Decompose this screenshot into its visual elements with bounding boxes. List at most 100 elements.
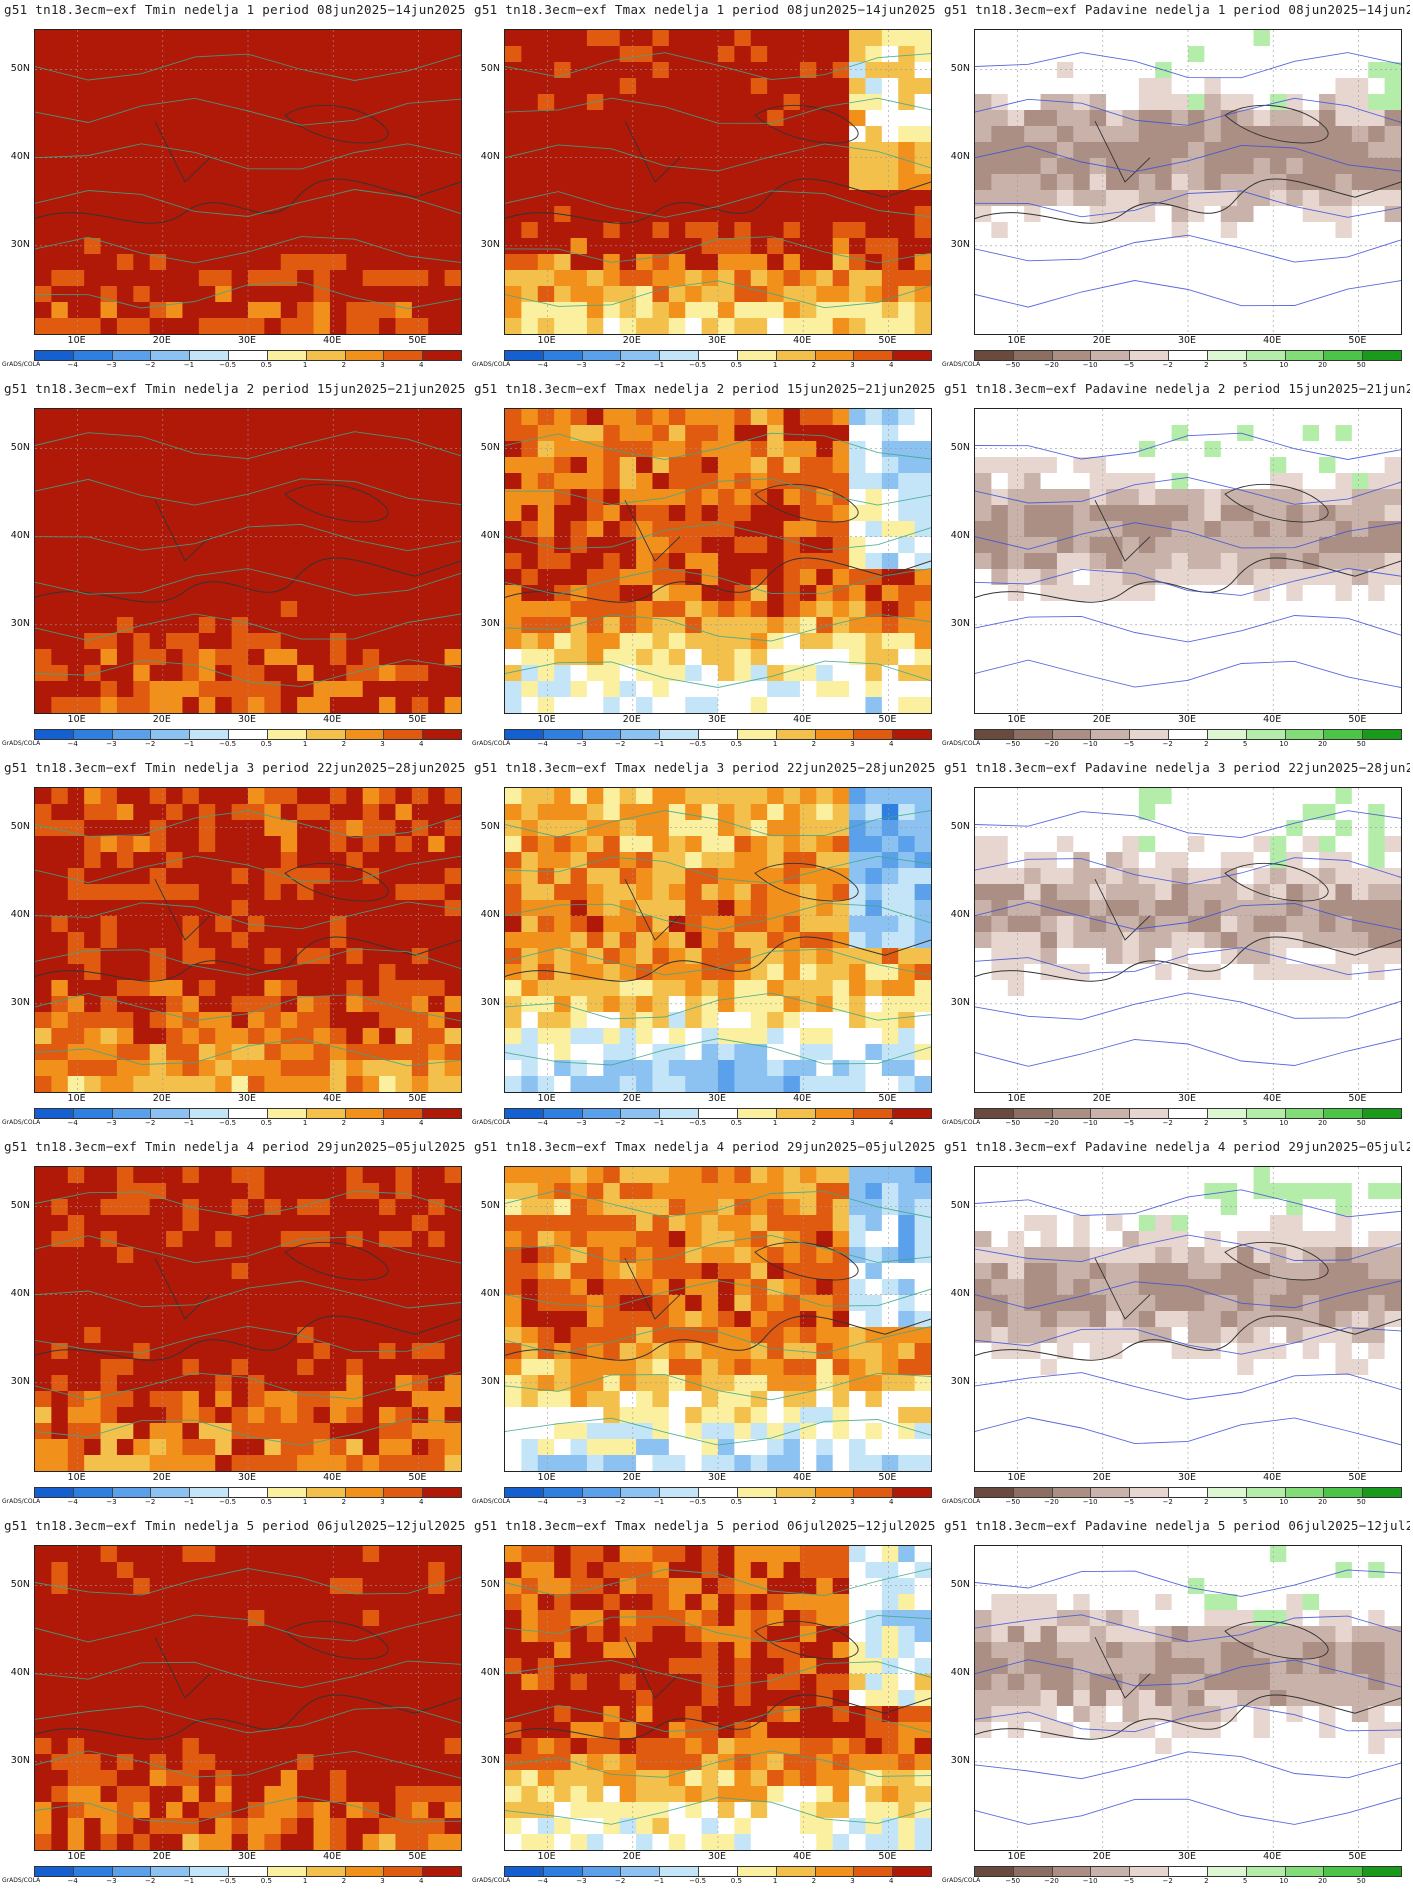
colorbar-swatch: [776, 1109, 816, 1118]
colorbar-swatch: [699, 1109, 738, 1118]
latitude-label: 50N: [480, 62, 500, 74]
map-plot-area: [974, 1545, 1402, 1851]
colorbar-label: −1: [183, 1119, 195, 1127]
colorbar-swatch: [1363, 1109, 1401, 1118]
colorbar-swatch: [1091, 1867, 1131, 1876]
longitude-label: 40E: [323, 1472, 342, 1483]
colorbar-label: 5: [1242, 1877, 1248, 1885]
longitude-label: 20E: [152, 1472, 171, 1483]
colorbar-swatch: [815, 1109, 855, 1118]
colorbar-label: 2: [1204, 1498, 1209, 1506]
longitude-label: 30E: [1177, 1472, 1197, 1483]
colorbar-label: 50: [1356, 740, 1366, 748]
colorbar-swatch: [229, 1867, 268, 1876]
latitude-label: 30N: [950, 1375, 970, 1387]
colorbar-labels: −50 −20 −10 −5 −2 2 5 10 20 50: [974, 1877, 1400, 1889]
map-plot-area: [34, 787, 462, 1093]
latitude-label: 30N: [480, 238, 500, 250]
colorbar-swatch: [1091, 730, 1131, 739]
anomaly-field: [975, 1167, 1401, 1471]
colorbar-swatch: [1285, 1867, 1325, 1876]
longitude-label: 20E: [1092, 335, 1111, 346]
colorbar-swatch: [621, 1109, 661, 1118]
colorbar-swatch: [384, 351, 424, 360]
latitude-label: 30N: [10, 1375, 30, 1387]
latitude-label: 30N: [950, 996, 970, 1008]
colorbar-label: −2: [145, 1119, 156, 1127]
longitude-label: 50E: [408, 1851, 427, 1862]
colorbar-swatch: [1363, 1488, 1401, 1497]
panel-title: g51 tn18.3ecm−exf Padavine nedelja 1 per…: [944, 2, 1410, 17]
colorbar-label: 50: [1356, 361, 1366, 369]
colorbar-label: −2: [1162, 1877, 1173, 1885]
longitude-label: 30E: [237, 1472, 257, 1483]
grads-brand-label: GrADS/COLA: [942, 1877, 981, 1884]
longitude-label: 30E: [1177, 335, 1197, 346]
colorbar-swatch: [737, 730, 777, 739]
colorbar-swatch: [1324, 351, 1364, 360]
colorbar-label: 4: [889, 740, 894, 748]
colorbar-swatch: [1207, 1488, 1247, 1497]
longitude-label: 30E: [707, 714, 727, 725]
map-panel-tmax-week-2: g51 tn18.3ecm−exf Tmax nedelja 2 period …: [470, 379, 940, 758]
colorbar-swatch: [776, 351, 816, 360]
longitude-label: 40E: [793, 714, 812, 725]
colorbar-swatch: [660, 1109, 700, 1118]
latitude-label: 40N: [950, 908, 970, 920]
panel-title: g51 tn18.3ecm−exf Tmin nedelja 5 period …: [4, 1518, 466, 1533]
colorbar-swatch: [1013, 1488, 1053, 1497]
colorbar-swatch: [306, 351, 346, 360]
colorbar-swatch: [854, 1867, 894, 1876]
latitude-label: 40N: [480, 1666, 500, 1678]
latitude-label: 50N: [950, 62, 970, 74]
colorbar-label: −4: [67, 1119, 78, 1127]
colorbar-label: −4: [67, 1877, 78, 1885]
longitude-label: 30E: [707, 335, 727, 346]
colorbar-swatch: [1169, 1109, 1208, 1118]
latitude-label: 50N: [480, 441, 500, 453]
longitude-label: 40E: [793, 1472, 812, 1483]
colorbar-label: −50: [1005, 1498, 1021, 1506]
colorbar-swatch: [505, 1109, 544, 1118]
panel-title: g51 tn18.3ecm−exf Tmax nedelja 1 period …: [474, 2, 936, 17]
colorbar-swatch: [543, 1867, 583, 1876]
map-panel-precip-week-5: g51 tn18.3ecm−exf Padavine nedelja 5 per…: [940, 1516, 1410, 1895]
colorbar-swatch: [1052, 1109, 1092, 1118]
colorbar-swatch: [1169, 1488, 1208, 1497]
colorbar-label: 0.5: [260, 361, 272, 369]
latitude-label: 30N: [10, 617, 30, 629]
colorbar-swatch: [267, 1867, 307, 1876]
colorbar-swatch: [1246, 1867, 1286, 1876]
longitude-label: 10E: [537, 1472, 556, 1483]
anomaly-field: [35, 1546, 461, 1850]
colorbar-swatch: [112, 1867, 152, 1876]
longitude-label: 30E: [1177, 1093, 1197, 1104]
colorbar-label: 4: [889, 1877, 894, 1885]
colorbar-label: −20: [1044, 1877, 1059, 1885]
longitude-label: 40E: [793, 1093, 812, 1104]
colorbar-swatch: [893, 1488, 931, 1497]
panel-title: g51 tn18.3ecm−exf Tmin nedelja 1 period …: [4, 2, 466, 17]
colorbar-label: −20: [1044, 1119, 1059, 1127]
map-plot-area: [504, 1166, 932, 1472]
colorbar-swatch: [73, 1109, 113, 1118]
longitude-label: 50E: [1348, 1093, 1367, 1104]
colorbar-label: −3: [576, 740, 587, 748]
colorbar-swatch: [190, 730, 230, 739]
map-panel-tmax-week-3: g51 tn18.3ecm−exf Tmax nedelja 3 period …: [470, 758, 940, 1137]
colorbar-swatch: [35, 1109, 74, 1118]
grads-brand-label: GrADS/COLA: [2, 1119, 41, 1126]
longitude-label: 10E: [67, 1851, 86, 1862]
colorbar-swatch: [815, 351, 855, 360]
colorbar-swatch: [112, 1488, 152, 1497]
colorbar-label: 3: [380, 1877, 385, 1885]
colorbar-swatch: [306, 730, 346, 739]
colorbar-swatch: [815, 1867, 855, 1876]
colorbar-swatch: [1324, 730, 1364, 739]
longitude-label: 40E: [1263, 714, 1282, 725]
colorbar-swatch: [1013, 1867, 1053, 1876]
colorbar-swatch: [893, 730, 931, 739]
colorbar-label: −5: [1123, 740, 1135, 748]
colorbar-swatch: [112, 730, 152, 739]
longitude-label: 50E: [408, 714, 427, 725]
